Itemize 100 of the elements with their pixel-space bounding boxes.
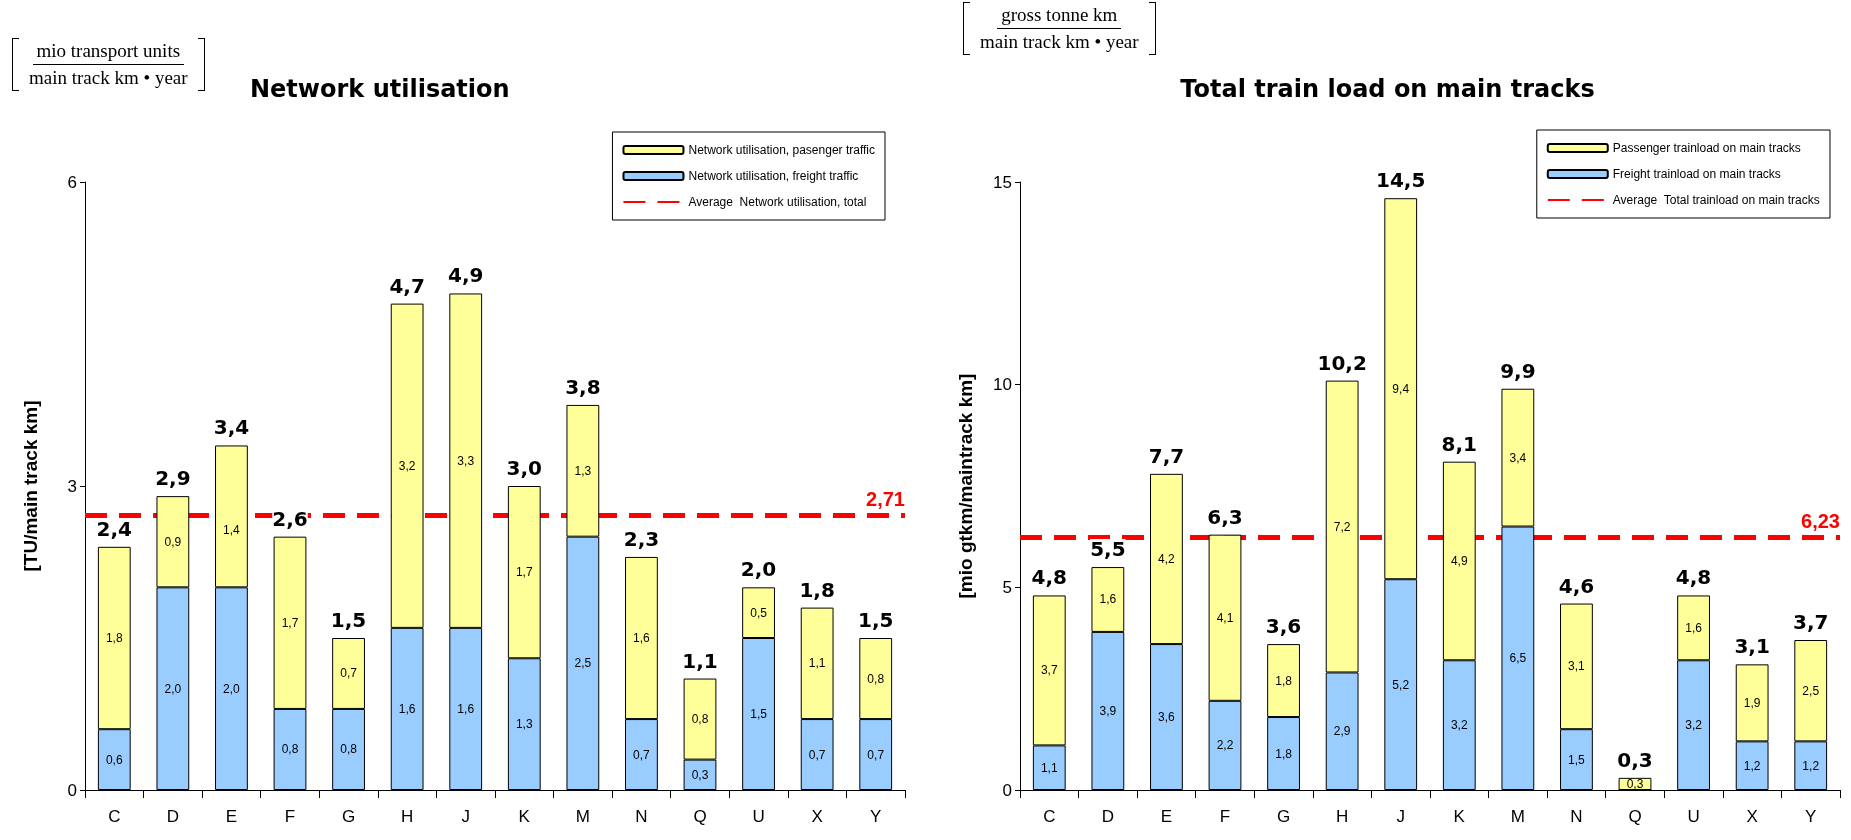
data-label: 0,6 [105,752,123,767]
data-label: 1,2 [1743,758,1761,773]
data-label: 1,5 [750,707,768,721]
data-label: 4,1 [1216,610,1234,625]
total-label: 1,5 [858,608,894,632]
x-tick-label: Q [1628,807,1642,826]
data-label: 3,1 [1568,659,1586,674]
data-label: 0,7 [633,747,651,762]
ref-line-label: 6,23 [1801,510,1840,533]
data-label: 2,2 [1216,738,1234,753]
x-tick-label: F [1219,807,1231,826]
y-axis-title: [mio gtkm/maintrack km] [955,373,976,599]
total-label: 6,3 [1207,504,1243,529]
x-tick-label: H [1336,807,1349,826]
total-label: 4,8 [1675,565,1712,590]
total-label: 4,8 [1031,565,1067,590]
total-label: 8,1 [1441,431,1477,456]
data-label: 6,5 [1509,651,1527,666]
total-label: 10,2 [1317,350,1367,375]
data-label: 0,7 [867,747,885,762]
legend-label: Network utilisation, pasenger traffic [688,143,876,157]
total-label: 1,5 [330,608,367,632]
total-label: 2,6 [272,506,308,531]
data-label: 1,6 [398,701,416,716]
ref-line-label: 2,71 [866,488,905,511]
x-tick-label: C [108,807,121,826]
total-label: 3,7 [1793,610,1829,635]
x-tick-label: D [1101,807,1114,826]
data-label: 1,1 [808,656,826,671]
data-label: 2,5 [574,656,592,671]
y-tick-label: 0 [1002,780,1012,800]
total-label: 3,8 [565,374,601,399]
data-label: 0,8 [340,742,358,757]
data-label: 4,2 [1158,551,1176,566]
text: main track km • year [979,30,1140,53]
data-label: 3,7 [1040,663,1058,678]
data-label: 1,8 [105,631,123,645]
x-tick-label: J [461,807,470,826]
data-label: 1,1 [1040,760,1058,775]
x-tick-label: C [1043,807,1056,826]
data-label: 1,8 [1275,673,1293,688]
x-tick-label: G [1276,807,1291,826]
total-label: 4,9 [448,263,484,288]
x-tick-label: U [752,807,765,826]
total-label: 3,4 [213,415,250,440]
data-label: 0,3 [691,767,709,782]
data-label: 1,4 [223,523,241,538]
data-label: 2,0 [164,681,182,696]
x-tick-label: Q [693,807,707,826]
legend-label: Network utilisation, freight traffic [688,169,859,183]
x-tick-label: H [401,807,414,826]
data-label: 1,7 [281,615,299,630]
total-label: 0,3 [1617,747,1653,772]
data-label: 2,5 [1802,683,1820,698]
data-label: 3,3 [457,453,475,468]
x-tick-label: M [1510,807,1525,826]
total-label: 2,9 [155,466,191,491]
total-label: 3,6 [1265,614,1302,639]
x-tick-label: X [811,807,823,826]
data-label: 2,0 [223,681,241,696]
text: gross tonne km [997,4,1122,29]
x-tick-label: Y [1805,807,1817,826]
legend-label: Passenger trainload on main tracks [1612,141,1801,155]
annotation: Average Network utilisation, total [688,195,867,209]
x-tick-label: J [1396,807,1405,826]
total-label: 2,4 [96,516,132,541]
y-tick-label: 15 [993,172,1012,192]
data-label: 0,8 [281,742,299,757]
y-tick-label: 5 [1002,577,1012,597]
x-tick-label: U [1687,807,1700,826]
total-label: 5,5 [1090,537,1126,562]
data-label: 3,2 [1685,718,1703,733]
data-label: 3,2 [1450,718,1468,733]
total-label: 9,9 [1500,358,1536,383]
data-label: 5,2 [1392,677,1410,692]
data-label: 0,7 [808,747,826,762]
y-axis-title: [TU/main track km] [20,400,41,572]
data-label: 1,6 [457,701,475,716]
y-tick-label: 6 [67,172,77,192]
x-tick-label: F [284,807,296,826]
x-tick-label: G [341,807,356,826]
total-label: 2,3 [623,526,660,551]
x-tick-label: M [575,807,590,826]
x-tick-label: N [635,807,648,826]
data-label: 1,5 [1568,752,1586,767]
data-label: 3,9 [1099,703,1117,718]
data-label: 1,6 [1685,620,1703,635]
x-tick-label: E [1160,807,1173,826]
data-label: 0,5 [750,605,768,620]
data-label: 1,6 [1099,592,1117,607]
x-tick-label: K [518,807,531,826]
data-label: 0,3 [1626,776,1644,791]
data-label: 0,8 [867,671,885,686]
total-label: 1,8 [799,577,835,602]
total-label: 4,7 [389,273,425,298]
data-label: 1,3 [515,717,533,732]
total-label: 3,0 [506,456,542,480]
data-label: 7,2 [1333,519,1351,534]
data-label: 1,7 [515,565,533,580]
x-tick-label: X [1746,807,1758,826]
